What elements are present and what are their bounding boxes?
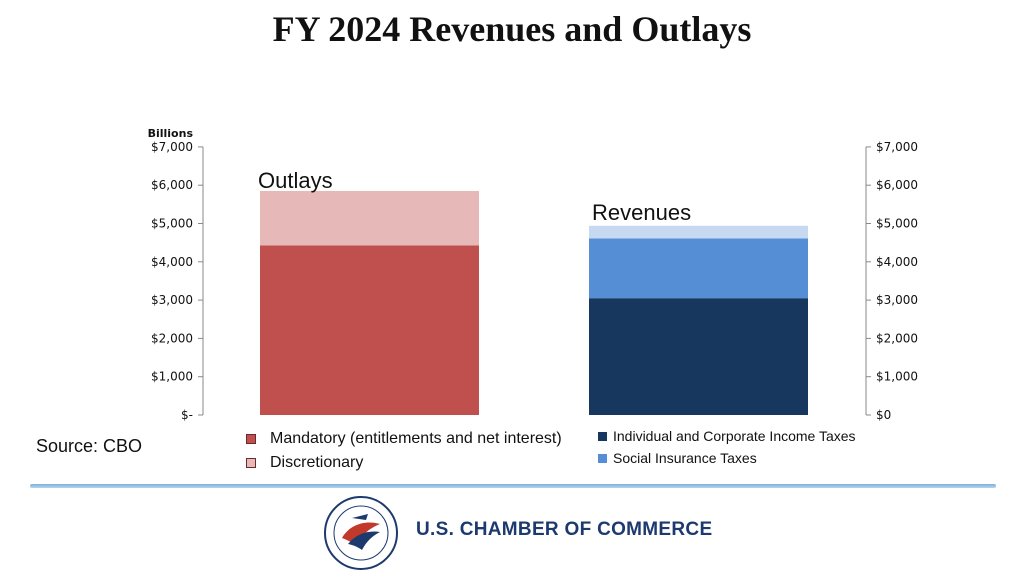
- chamber-seal-logo: [324, 496, 398, 570]
- left-tick-label: $3,000: [151, 293, 193, 307]
- legend-revenues: Individual and Corporate Income Taxes So…: [598, 425, 856, 469]
- right-tick-label: $0: [876, 408, 891, 422]
- right-tick-label: $5,000: [876, 217, 918, 231]
- legend-label-income-taxes: Individual and Corporate Income Taxes: [613, 428, 856, 444]
- legend-label-discretionary: Discretionary: [270, 454, 364, 471]
- left-tick-label: $6,000: [151, 178, 193, 192]
- legend-swatch-mandatory: [246, 434, 256, 444]
- legend-swatch-income-taxes: [598, 431, 607, 441]
- legend-label-social-insurance: Social Insurance Taxes: [613, 450, 757, 466]
- left-tick-label: $7,000: [151, 140, 193, 154]
- legend-item-social-insurance: Social Insurance Taxes: [598, 447, 856, 469]
- left-tick-label: $-: [181, 408, 193, 422]
- stacked-bars: [260, 190, 808, 415]
- org-name: U.S. CHAMBER OF COMMERCE: [416, 519, 713, 540]
- right-tick-label: $4,000: [876, 255, 918, 269]
- left-y-axis: $- $1,000 $2,000 $3,000 $4,000 $5,000 $6,000 $7…: [148, 127, 204, 422]
- right-tick-label: $3,000: [876, 293, 918, 307]
- revenues-outlays-chart: $- $1,000 $2,000 $3,000 $4,000 $5,000 $6,000 $7…: [148, 127, 918, 422]
- legend-item-income-taxes: Individual and Corporate Income Taxes: [598, 425, 856, 447]
- right-y-axis: $0 $1,000 $2,000 $3,000 $4,000 $5,000 $6,000 $7…: [865, 140, 918, 422]
- left-tick-label: $4,000: [151, 255, 193, 269]
- right-tick-label: $6,000: [876, 178, 918, 192]
- left-tick-label: $5,000: [151, 217, 193, 231]
- right-tick-label: $7,000: [876, 140, 918, 154]
- bar-segment-0: [260, 245, 479, 415]
- legend-item-discretionary: Discretionary: [246, 451, 562, 475]
- right-tick-label: $2,000: [876, 331, 918, 345]
- legend-swatch-social-insurance: [598, 453, 607, 463]
- units-label: Billions: [148, 127, 194, 140]
- legend-outlays: Mandatory (entitlements and net interest…: [246, 427, 562, 475]
- left-tick-label: $1,000: [151, 370, 193, 384]
- footer-divider: [30, 484, 996, 488]
- legend-label-mandatory: Mandatory (entitlements and net interest…: [270, 430, 562, 447]
- bar-segment-4: [589, 225, 808, 239]
- bar-segment-2: [589, 298, 808, 415]
- bar-segment-3: [589, 238, 808, 299]
- right-tick-label: $1,000: [876, 370, 918, 384]
- legend-swatch-discretionary: [246, 458, 256, 468]
- bar-segment-1: [260, 190, 479, 246]
- category-labels: Outlays Revenues: [258, 168, 691, 225]
- category-label-revenues: Revenues: [592, 200, 691, 225]
- source-note: Source: CBO: [36, 436, 143, 456]
- category-label-outlays: Outlays: [258, 168, 333, 193]
- page-title: FY 2024 Revenues and Outlays: [272, 9, 752, 49]
- legend-item-mandatory: Mandatory (entitlements and net interest…: [246, 427, 562, 451]
- left-tick-label: $2,000: [151, 331, 193, 345]
